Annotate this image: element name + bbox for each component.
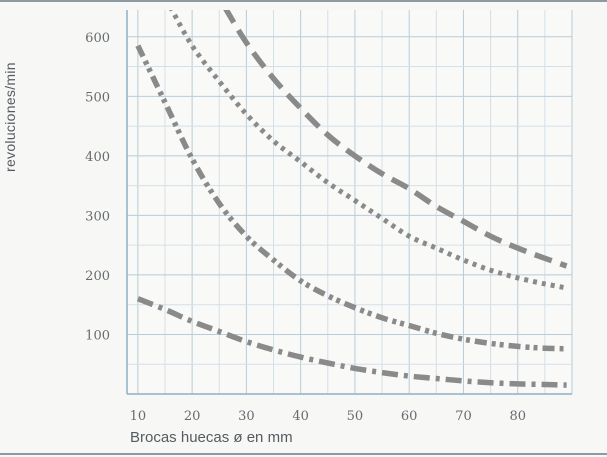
series-line-3-dash-dot-dot <box>135 44 567 352</box>
x-tick-label: 30 <box>238 409 255 424</box>
plot-area <box>127 10 572 394</box>
x-tick-label: 80 <box>509 409 526 424</box>
grid <box>126 10 573 395</box>
x-tick-label: 20 <box>184 409 201 424</box>
y-tick-label: 100 <box>85 328 110 343</box>
y-tick-label: 300 <box>85 209 110 224</box>
y-tick-label: 500 <box>85 90 110 105</box>
x-tick-label: 10 <box>130 409 147 424</box>
y-tick-label: 200 <box>85 269 110 284</box>
y-tick-label: 400 <box>85 150 110 165</box>
x-tick-label: 60 <box>401 409 418 424</box>
x-axis-label: Brocas huecas ø en mm <box>130 429 293 446</box>
tick-labels: 100 200 300 400 500 600 10 20 30 40 50 60 70 80 <box>85 31 526 424</box>
y-axis-label: revoluciones/min <box>2 62 18 172</box>
series-lines <box>135 10 568 388</box>
x-tick-label: 70 <box>455 409 472 424</box>
series-line-2-dotted <box>169 10 568 291</box>
series-line-1-dashed <box>223 10 568 269</box>
x-tick-label: 40 <box>292 409 309 424</box>
y-tick-label: 600 <box>85 31 110 46</box>
x-tick-label: 50 <box>347 409 364 424</box>
series-line-4-dash-dot <box>136 296 567 388</box>
